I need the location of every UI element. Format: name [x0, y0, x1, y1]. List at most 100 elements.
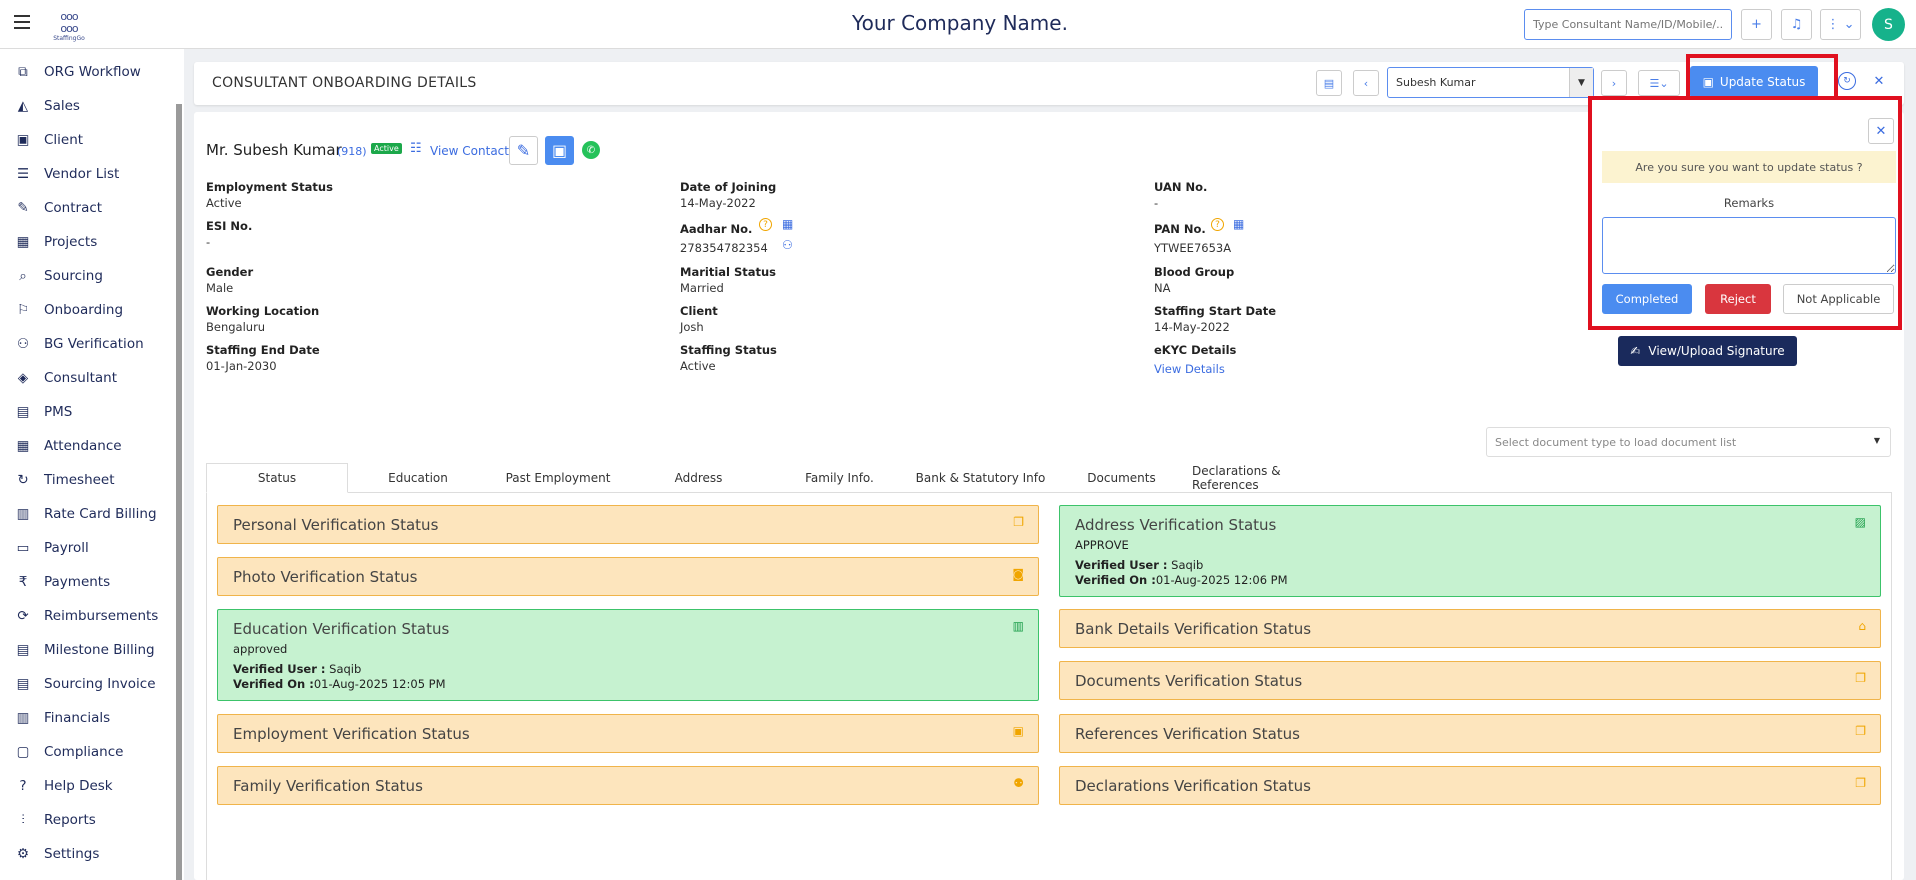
view-contact-link[interactable]: View Contact	[430, 144, 509, 158]
help-icon[interactable]: ?	[1211, 218, 1224, 231]
whatsapp-icon[interactable]: ✆	[582, 141, 600, 159]
close-popup-icon[interactable]: ✕	[1868, 118, 1894, 144]
sidebar-item-settings[interactable]: ⚙ Settings	[0, 837, 184, 871]
consultant-select[interactable]: Subesh Kumar ▼	[1387, 67, 1594, 98]
sidebar-item-label: Client	[44, 132, 84, 148]
sidebar-item-label: Help Desk	[44, 778, 113, 794]
list-view-button[interactable]: ▤	[1316, 70, 1342, 96]
contract-icon: ✎	[17, 200, 29, 216]
sidebar-item-payments[interactable]: ₹ Payments	[0, 565, 184, 599]
sidebar-item-vendor-list[interactable]: ☰ Vendor List	[0, 157, 184, 191]
sidebar-item-compliance[interactable]: ▢ Compliance	[0, 735, 184, 769]
tab-education[interactable]: Education	[388, 471, 448, 485]
completed-button[interactable]: Completed	[1602, 284, 1692, 314]
sidebar-item-contract[interactable]: ✎ Contract	[0, 191, 184, 225]
card-title: Family Verification Status	[233, 777, 423, 795]
more-options-button[interactable]: ⋮ ⌄	[1820, 9, 1861, 40]
list-options-button[interactable]: ☰⌄	[1638, 70, 1680, 96]
notifications-button[interactable]: ♫	[1781, 9, 1812, 40]
consultant-search-input[interactable]	[1524, 9, 1732, 40]
document-type-select[interactable]: Select document type to load document li…	[1486, 427, 1891, 457]
sidebar-item-pms[interactable]: ▤ PMS	[0, 395, 184, 429]
reject-button[interactable]: Reject	[1705, 284, 1771, 314]
sidebar-item-client[interactable]: ▣ Client	[0, 123, 184, 157]
tab-status[interactable]: Status	[206, 463, 348, 493]
declarations-verification-card[interactable]: Declarations Verification Status ❐	[1059, 766, 1881, 805]
app-logo[interactable]: ooo ooo StaffingGo	[47, 11, 91, 43]
tab-documents[interactable]: Documents	[1087, 471, 1156, 485]
sidebar-item-rate-card-billing[interactable]: ▥ Rate Card Billing	[0, 497, 184, 531]
sidebar-item-sales[interactable]: ◭ Sales	[0, 89, 184, 123]
tab-bar: Status Education Past Employment Address…	[206, 463, 1892, 493]
documents-verification-card[interactable]: Documents Verification Status ❐	[1059, 661, 1881, 700]
card-status: approved	[233, 642, 288, 656]
sidebar-item-attendance[interactable]: ▦ Attendance	[0, 429, 184, 463]
sidebar-item-consultant[interactable]: ◈ Consultant	[0, 361, 184, 395]
add-button[interactable]: +	[1741, 9, 1772, 40]
help-icon[interactable]: ?	[759, 218, 772, 231]
sidebar-item-bg-verification[interactable]: ⚇ BG Verification	[0, 327, 184, 361]
sidebar-item-reimbursements[interactable]: ⟳ Reimbursements	[0, 599, 184, 633]
sidebar-scrollbar[interactable]	[176, 104, 182, 880]
sidebar-item-sourcing-invoice[interactable]: ▤ Sourcing Invoice	[0, 667, 184, 701]
family-verification-card[interactable]: Family Verification Status ⚉	[217, 766, 1039, 805]
user-edit-icon[interactable]: ⚇	[782, 238, 793, 252]
sidebar-item-help-desk[interactable]: ? Help Desk	[0, 769, 184, 803]
view-upload-signature-button[interactable]: ✍ View/Upload Signature	[1618, 336, 1797, 366]
caret-down-icon[interactable]: ▼	[1569, 68, 1593, 97]
employment-verification-card[interactable]: Employment Verification Status ▣	[217, 714, 1039, 753]
tab-address[interactable]: Address	[674, 471, 723, 485]
sidebar-item-timesheet[interactable]: ↻ Timesheet	[0, 463, 184, 497]
status-button[interactable]: ▣	[545, 136, 574, 165]
card-title: Bank Details Verification Status	[1075, 620, 1312, 638]
gear-icon: ⚙	[16, 846, 30, 862]
blood-group-label: Blood Group	[1154, 265, 1235, 279]
contact-card-icon[interactable]: ☷	[410, 141, 422, 156]
card-status: APPROVE	[1075, 538, 1129, 552]
pan-value: YTWEE7653A	[1154, 241, 1232, 255]
sidebar-item-payroll[interactable]: ▭ Payroll	[0, 531, 184, 565]
sidebar-item-sourcing[interactable]: ⌕ Sourcing	[0, 259, 184, 293]
references-verification-card[interactable]: References Verification Status ❐	[1059, 714, 1881, 753]
education-verification-card[interactable]: Education Verification Status ▥ approved…	[217, 609, 1039, 701]
bank-verification-card[interactable]: Bank Details Verification Status ⌂	[1059, 609, 1881, 648]
sidebar-item-label: Financials	[44, 710, 111, 726]
calendar-icon[interactable]: ▦	[782, 217, 794, 231]
personal-verification-card[interactable]: Personal Verification Status ❐	[217, 505, 1039, 544]
plus-icon: +	[1751, 17, 1762, 32]
address-verification-card[interactable]: Address Verification Status ▨ APPROVE Ve…	[1059, 505, 1881, 597]
sidebar-item-milestone-billing[interactable]: ▤ Milestone Billing	[0, 633, 184, 667]
hamburger-menu-icon[interactable]	[14, 15, 30, 29]
sidebar-item-label: Payroll	[44, 540, 89, 556]
tab-family-info[interactable]: Family Info.	[805, 471, 874, 485]
close-page-icon[interactable]: ✕	[1873, 73, 1885, 89]
remarks-input[interactable]	[1602, 217, 1896, 274]
signature-icon: ✍	[1630, 344, 1641, 358]
chevron-left-icon: ‹	[1363, 76, 1369, 90]
staffing-start-value: 14-May-2022	[1154, 320, 1230, 334]
user-avatar[interactable]: S	[1872, 8, 1905, 41]
previous-button[interactable]: ‹	[1353, 70, 1379, 96]
ekyc-view-details-link[interactable]: View Details	[1154, 362, 1225, 376]
marital-value: Married	[680, 281, 724, 295]
tab-declarations-references[interactable]: Declarations & References	[1192, 464, 1281, 492]
sidebar-item-reports[interactable]: ⫶ Reports	[0, 803, 184, 837]
tab-past-employment[interactable]: Past Employment	[505, 471, 611, 485]
edit-button[interactable]: ✎	[509, 136, 538, 165]
kebab-chevron-icon: ⋮ ⌄	[1826, 17, 1855, 32]
refresh-icon[interactable]: ↻	[1838, 72, 1856, 90]
reports-icon: ⫶	[21, 812, 25, 828]
sidebar-item-financials[interactable]: ▥ Financials	[0, 701, 184, 735]
not-applicable-button[interactable]: Not Applicable	[1783, 284, 1894, 314]
sidebar-item-org-workflow[interactable]: ⧉ ORG Workflow	[0, 55, 184, 89]
sidebar-item-projects[interactable]: ▦ Projects	[0, 225, 184, 259]
list-chevron-icon: ☰⌄	[1649, 76, 1669, 90]
update-status-button[interactable]: ▣ Update Status	[1690, 66, 1818, 98]
sidebar-item-label: Reimbursements	[44, 608, 159, 624]
photo-verification-card[interactable]: Photo Verification Status ◙	[217, 557, 1039, 596]
next-button[interactable]: ›	[1601, 70, 1627, 96]
folder-icon: ❐	[1013, 515, 1024, 529]
tab-bank-statutory[interactable]: Bank & Statutory Info	[915, 471, 1046, 485]
sidebar-item-onboarding[interactable]: ⚐ Onboarding	[0, 293, 184, 327]
calendar-icon[interactable]: ▦	[1233, 217, 1245, 231]
